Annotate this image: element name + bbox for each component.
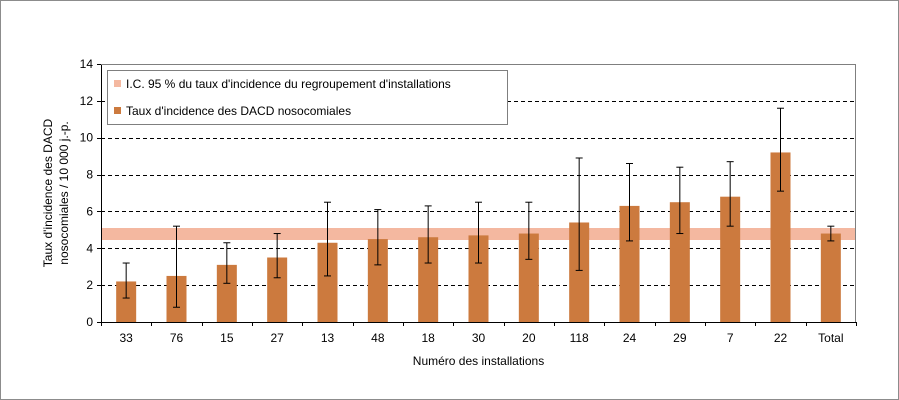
error-bar-118 xyxy=(575,157,583,271)
x-tick-label-30: 30 xyxy=(472,331,486,345)
y-tick-label-4: 4 xyxy=(86,241,93,255)
error-bar-33 xyxy=(122,262,130,299)
x-tick-label-76: 76 xyxy=(170,331,184,345)
bar-22 xyxy=(770,152,791,322)
y-tick-label-10: 10 xyxy=(80,131,94,145)
x-tick-label-48: 48 xyxy=(371,331,385,345)
x-tick-label-15: 15 xyxy=(220,331,234,345)
error-bar-Total xyxy=(827,225,835,242)
x-tick-label-27: 27 xyxy=(270,331,284,345)
bar-33 xyxy=(116,281,137,322)
x-tick-label-18: 18 xyxy=(421,331,435,345)
y-tick-label-0: 0 xyxy=(86,315,93,329)
bar-18 xyxy=(418,237,439,322)
x-tick-label-29: 29 xyxy=(673,331,687,345)
error-bar-13 xyxy=(324,201,331,277)
x-tick-label-24: 24 xyxy=(623,331,637,345)
y-axis-title: Taux d'incidence des DACD nosocomiales /… xyxy=(41,118,71,267)
y-tick-label-14: 14 xyxy=(80,57,94,71)
bar-15 xyxy=(216,264,237,322)
error-bar-18 xyxy=(424,205,432,264)
x-tick-label-Total: Total xyxy=(818,331,843,345)
error-bar-20 xyxy=(525,201,533,260)
bar-24 xyxy=(619,205,640,322)
x-tick-label-22: 22 xyxy=(774,331,788,345)
legend-swatch-incidence-rate xyxy=(114,107,121,114)
bar-13 xyxy=(317,242,338,322)
bar-118 xyxy=(569,222,590,322)
y-axis-title-line-2: nosocomiales / 10 000 j.-p. xyxy=(57,121,71,264)
legend-swatch-ci-band xyxy=(114,80,121,87)
bar-27 xyxy=(267,257,288,322)
y-axis-title-line-1: Taux d'incidence des DACD xyxy=(41,118,55,267)
error-bar-30 xyxy=(475,201,482,264)
error-bar-7 xyxy=(726,161,734,227)
bar-layer xyxy=(116,107,841,322)
y-tick-label-2: 2 xyxy=(86,278,93,292)
y-tick-labels: 0 2 4 6 8 10 12 14 xyxy=(80,57,94,329)
y-tick-label-8: 8 xyxy=(86,168,93,182)
bar-29 xyxy=(669,202,690,322)
y-tick-label-6: 6 xyxy=(86,204,93,218)
error-bar-29 xyxy=(676,166,684,235)
bar-48 xyxy=(367,239,388,322)
bar-30 xyxy=(468,235,489,322)
x-tick-label-7: 7 xyxy=(727,331,734,345)
y-tick-label-12: 12 xyxy=(80,94,94,108)
x-tick-label-118: 118 xyxy=(570,331,589,345)
x-axis-title: Numéro des installations xyxy=(413,354,544,368)
error-bar-76 xyxy=(173,225,180,308)
error-bar-24 xyxy=(626,163,633,242)
bar-20 xyxy=(518,233,539,322)
legend-box xyxy=(107,70,508,125)
x-tick-label-13: 13 xyxy=(321,331,335,345)
bar-7 xyxy=(720,196,741,322)
error-bar-15 xyxy=(223,242,231,284)
error-bar-48 xyxy=(374,209,382,266)
legend-label-ci-band: I.C. 95 % du taux d'incidence du regroup… xyxy=(126,77,451,91)
legend-label-incidence-rate: Taux d'incidence des DACD nosocomiales xyxy=(126,104,351,118)
x-tick-label-33: 33 xyxy=(119,331,133,345)
x-tick-label-20: 20 xyxy=(522,331,536,345)
error-bar-22 xyxy=(777,107,784,192)
legend: I.C. 95 % du taux d'incidence du regroup… xyxy=(107,70,508,125)
x-tick-labels: 33 76 15 27 13 48 18 30 20 118 24 29 7 22 Total xyxy=(119,331,843,345)
bar-Total xyxy=(820,233,841,322)
axis-layer xyxy=(97,64,857,326)
error-bar-27 xyxy=(273,233,281,279)
